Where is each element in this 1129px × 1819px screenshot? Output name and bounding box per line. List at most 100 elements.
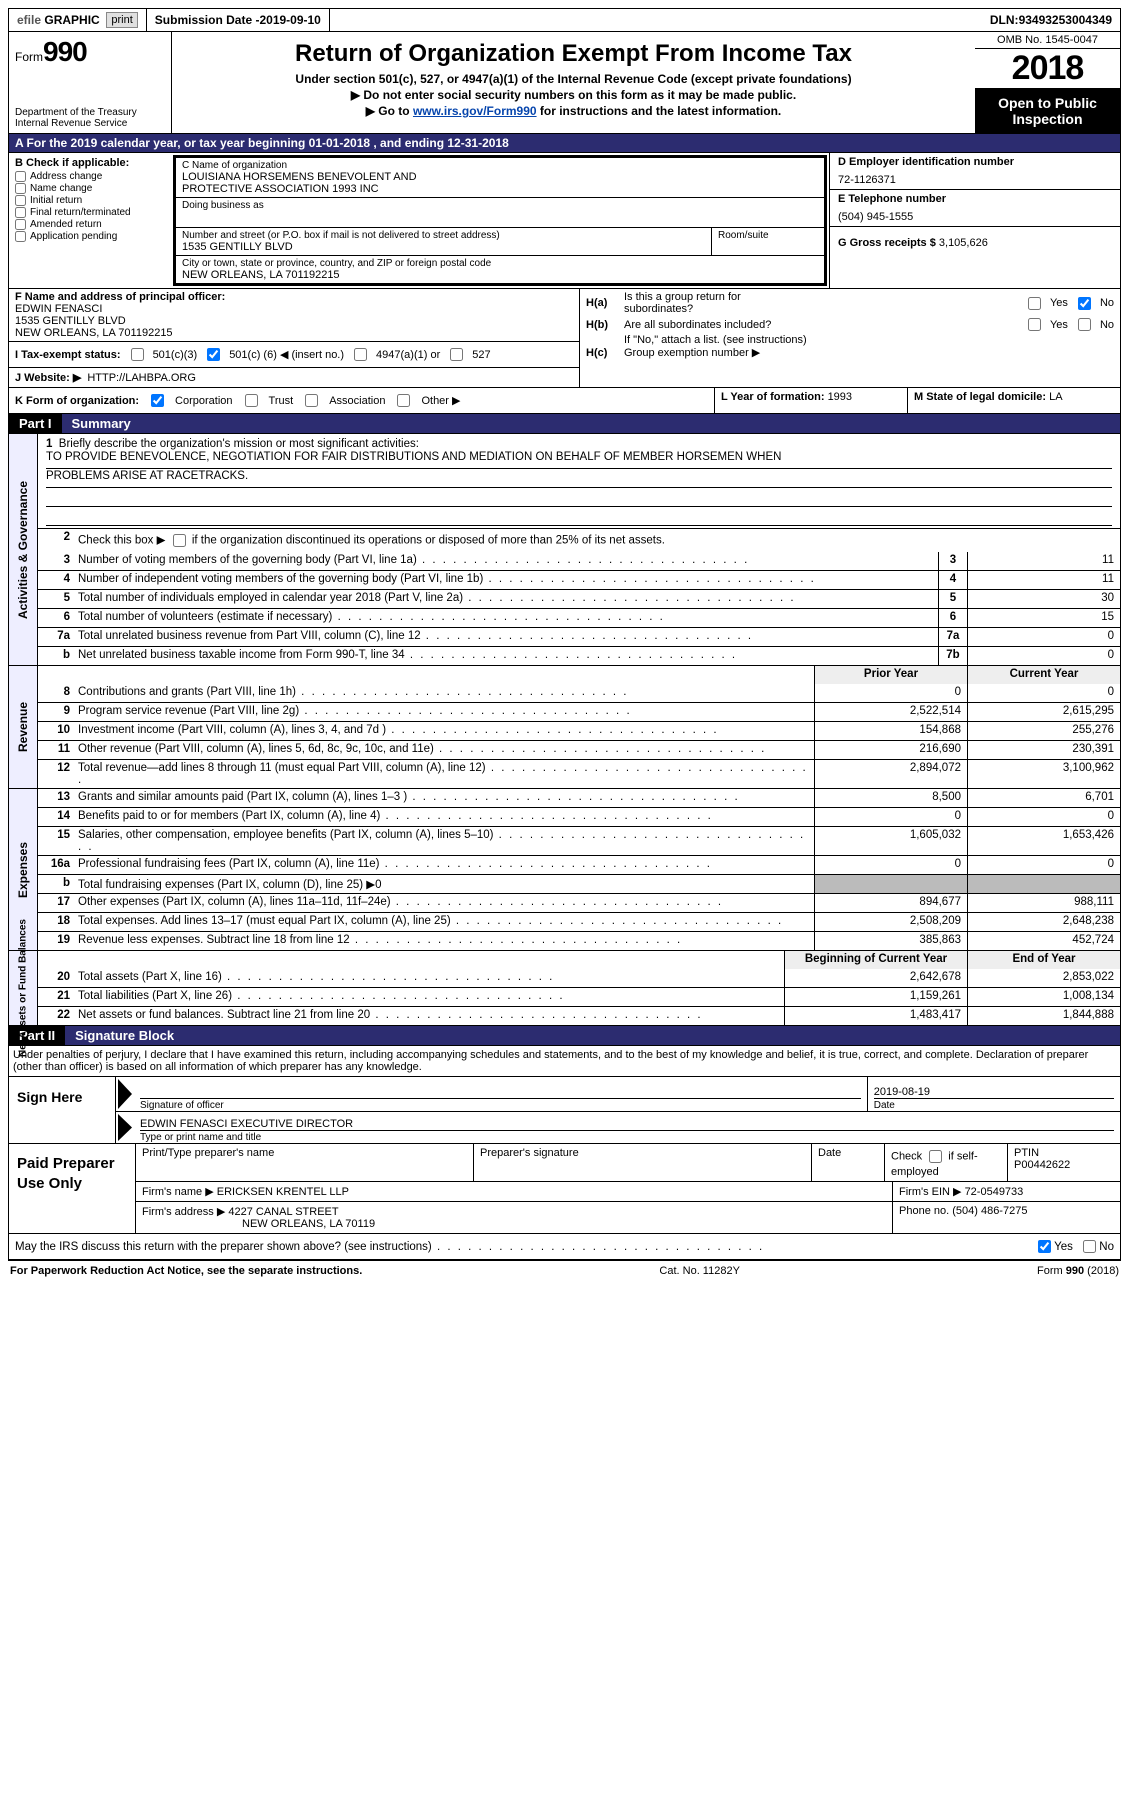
ha-row: H(a) Is this a group return forsubordina… [586,291,1114,315]
street-value: 1535 GENTILLY BLVD [182,241,705,253]
website-value: HTTP://LAHBPA.ORG [87,372,196,384]
opt-application-pending: Application pending [30,231,117,242]
chk-trust[interactable] [245,394,258,407]
section-a-bar: A For the 2019 calendar year, or tax yea… [8,134,1121,153]
sig-label: Signature of officer [140,1098,861,1111]
chk-discontinued[interactable] [173,534,186,547]
print-button[interactable]: print [106,12,137,28]
mission-blank1 [46,488,1112,507]
gross-value: 3,105,626 [939,237,988,249]
sig-arrow-1 [118,1079,132,1109]
dba-label: Doing business as [182,200,818,211]
phone-value: (504) 945-1555 [838,205,1112,223]
chk-may-no[interactable] [1083,1240,1096,1253]
city-value: NEW ORLEANS, LA 701192215 [182,269,818,281]
chk-address-change[interactable] [15,171,26,182]
firm-phone-label: Phone no. [899,1205,952,1217]
vtab-na: Net Assets or Fund Balances [9,951,38,1025]
ha-text1: Is this a group return for [624,291,741,303]
chk-501c[interactable] [207,348,220,361]
info-block: B Check if applicable: Address change Na… [8,153,1121,289]
phone-label: E Telephone number [838,193,1112,205]
vtab-gov-label: Activities & Governance [16,480,30,618]
chk-initial-return[interactable] [15,195,26,206]
chk-ha-no[interactable] [1078,297,1091,310]
line-3: 3Number of voting members of the governi… [38,552,1120,570]
hb-note: If "No," attach a list. (see instruction… [586,334,1114,346]
f-h-block: F Name and address of principal officer:… [8,289,1121,388]
chk-other[interactable] [397,394,410,407]
chk-527[interactable] [450,348,463,361]
chk-hb-yes[interactable] [1028,318,1041,331]
prep-row-3: Firm's address ▶ 4227 CANAL STREETNEW OR… [136,1202,1120,1233]
firm-ein: 72-0549733 [965,1186,1024,1198]
chk-self-employed[interactable] [929,1150,942,1163]
goto-prefix: ▶ Go to [366,104,413,118]
header-right: OMB No. 1545-0047 2018 Open to Public In… [975,32,1120,133]
prior-year-hdr: Prior Year [814,666,967,684]
form-990-num: 990 [43,36,87,67]
part2-header: Part II Signature Block [8,1026,1121,1046]
line-21: 21Total liabilities (Part X, line 26)1,1… [38,987,1120,1006]
line-22: 22Net assets or fund balances. Subtract … [38,1006,1120,1025]
chk-association[interactable] [305,394,318,407]
sig-row-2: EDWIN FENASCI EXECUTIVE DIRECTOR Type or… [116,1112,1120,1143]
org-name-label: C Name of organization [182,160,818,171]
officer-label: F Name and address of principal officer: [15,291,573,303]
sign-block: Sign Here Signature of officer 2019-08-1… [8,1077,1121,1144]
city-cell: City or town, state or province, country… [176,255,824,283]
chk-may-yes[interactable] [1038,1240,1051,1253]
irs-link[interactable]: www.irs.gov/Form990 [413,104,537,118]
footer-mid: Cat. No. 11282Y [659,1265,740,1277]
gross-cell: G Gross receipts $ 3,105,626 [830,226,1120,252]
part1-header: Part I Summary [8,414,1121,434]
k-left: K Form of organization: Corporation Trus… [9,388,714,413]
prep-ptin-cell: PTINP00442622 [1008,1144,1120,1181]
chk-corporation[interactable] [151,394,164,407]
submission-label: Submission Date - [155,13,260,27]
chk-501c3[interactable] [131,348,144,361]
l-cell: L Year of formation: 1993 [714,388,907,413]
ptin-value: P00442622 [1014,1159,1070,1171]
chk-hb-no[interactable] [1078,318,1091,331]
line2-text: Check this box ▶ if the organization dis… [74,529,1120,552]
dln-cell: DLN: 93493253004349 [330,9,1120,31]
chk-ha-yes[interactable] [1028,297,1041,310]
officer-signature[interactable] [140,1080,861,1098]
opt-501c: 501(c) (6) ◀ (insert no.) [229,348,344,361]
dln-label: DLN: [990,13,1019,27]
line-20: 20Total assets (Part X, line 16)2,642,67… [38,969,1120,987]
footer-left: For Paperwork Reduction Act Notice, see … [10,1265,362,1277]
firm-addr-label: Firm's address ▶ [142,1206,225,1218]
hb-row: H(b) Are all subordinates included? Yes … [586,315,1114,334]
firm-phone: (504) 486-7275 [952,1205,1027,1217]
officer-name: EDWIN FENASCI [15,303,573,315]
street-label: Number and street (or P.O. box if mail i… [182,230,705,241]
chk-final-return[interactable] [15,207,26,218]
chk-4947[interactable] [354,348,367,361]
col-b-label: B Check if applicable: [15,157,165,169]
na-header-row: Beginning of Current Year End of Year [38,951,1120,969]
firm-name: ERICKSEN KRENTEL LLP [217,1186,349,1198]
preparer-block: Paid Preparer Use Only Print/Type prepar… [8,1144,1121,1234]
city-label: City or town, state or province, country… [182,258,818,269]
tax-exempt-label: I Tax-exempt status: [15,349,121,361]
open-inspection: Open to Public Inspection [975,89,1120,133]
officer-street: 1535 GENTILLY BLVD [15,315,573,327]
begin-year-hdr: Beginning of Current Year [784,951,967,969]
line-8: 8Contributions and grants (Part VIII, li… [38,684,1120,702]
chk-name-change[interactable] [15,183,26,194]
part1-title: Summary [62,414,141,433]
hb-no: No [1100,319,1114,331]
line-9: 9Program service revenue (Part VIII, lin… [38,702,1120,721]
line-14: 14Benefits paid to or for members (Part … [38,807,1120,826]
hb-text: Are all subordinates included? [624,319,1018,331]
prep-sig-hdr: Preparer's signature [474,1144,812,1181]
line-b: bTotal fundraising expenses (Part IX, co… [38,874,1120,893]
chk-amended-return[interactable] [15,219,26,230]
chk-application-pending[interactable] [15,231,26,242]
line-7a: 7aTotal unrelated business revenue from … [38,627,1120,646]
mission-blank2 [46,507,1112,526]
exp-section: Expenses 13Grants and similar amounts pa… [8,789,1121,951]
tax-year: 2018 [975,49,1120,89]
